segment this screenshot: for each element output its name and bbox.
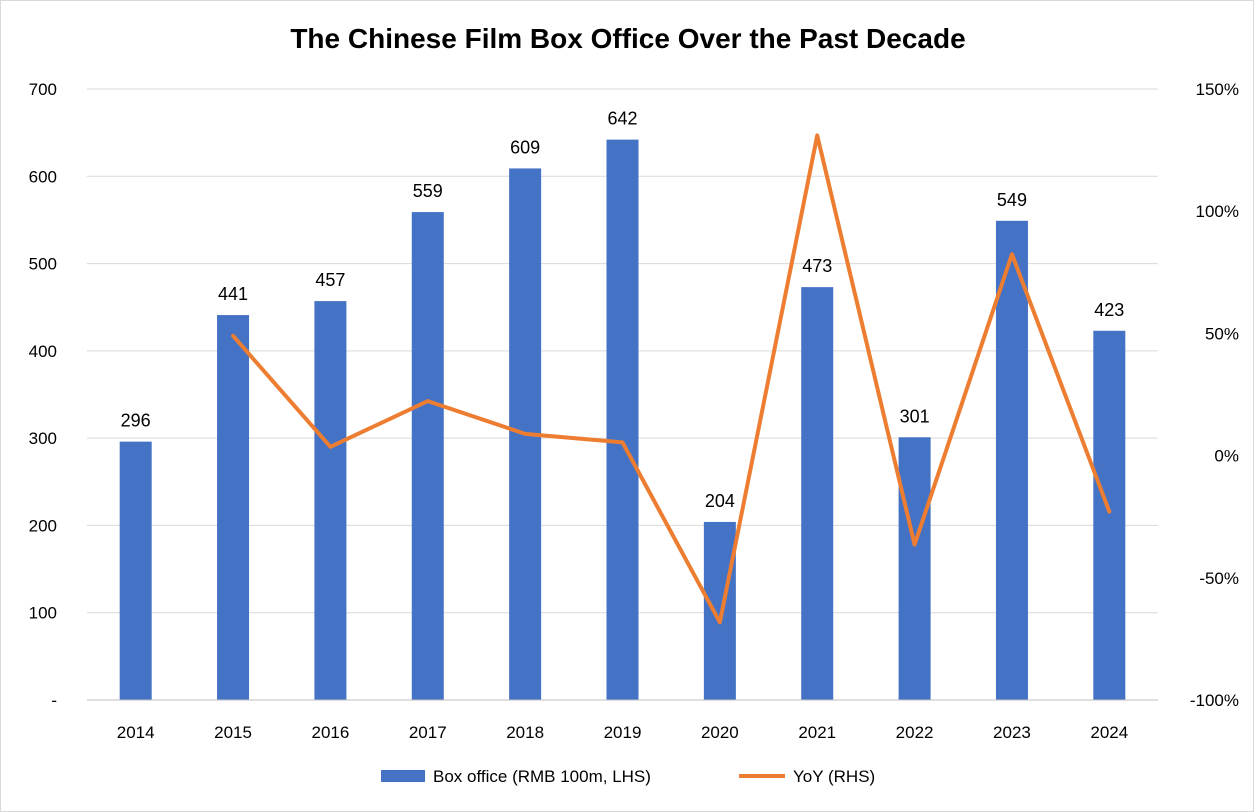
bar-series [119,139,1126,700]
bar-data-label: 559 [413,181,443,201]
x-tick-label: 2021 [798,723,836,742]
legend-label-box-office: Box office (RMB 100m, LHS) [433,767,651,786]
x-tick-label: 2015 [214,723,252,742]
bar-data-label: 301 [900,406,930,426]
right-tick-label: 100% [1196,202,1239,221]
bar [703,521,736,700]
bar [314,301,347,700]
right-tick-label: -100% [1190,691,1239,710]
left-tick-label: 400 [29,342,57,361]
x-tick-label: 2019 [604,723,642,742]
line-series [231,133,1112,625]
bar-data-label: 296 [121,411,151,431]
x-tick-label: 2023 [993,723,1031,742]
axes: - 100 200 300 400 500 600 700 -100% -50% 0% 50% 100%… [29,80,1239,742]
x-tick-label: 2018 [506,723,544,742]
left-tick-label: - [51,691,57,710]
yoy-line [231,133,1112,625]
legend: Box office (RMB 100m, LHS) YoY (RHS) [381,767,875,786]
left-tick-label: 200 [29,516,57,535]
right-tick-label: 0% [1214,447,1239,466]
x-tick-label: 2016 [311,723,349,742]
bar [411,212,444,700]
x-tick-label: 2024 [1090,723,1128,742]
bar-data-label: 642 [607,109,637,129]
bar-data-label: 473 [802,256,832,276]
x-tick-label: 2022 [896,723,934,742]
right-tick-label: 50% [1205,324,1239,343]
x-tick-label: 2014 [117,723,155,742]
right-tick-label: 150% [1196,80,1239,99]
bar [606,139,639,700]
x-tick-label: 2017 [409,723,447,742]
chart-title: The Chinese Film Box Office Over the Pas… [290,23,966,54]
left-tick-label: 500 [29,255,57,274]
bar [995,220,1028,700]
bar [217,315,250,700]
bar-data-label: 423 [1094,300,1124,320]
bar [119,441,152,700]
x-tick-label: 2020 [701,723,739,742]
bar [1093,330,1126,700]
left-tick-label: 300 [29,429,57,448]
bar-data-label: 457 [315,270,345,290]
left-tick-label: 600 [29,167,57,186]
bar [801,287,834,700]
legend-label-yoy: YoY (RHS) [793,767,875,786]
bar-data-label: 549 [997,190,1027,210]
left-tick-label: 100 [29,604,57,623]
bar [898,437,931,700]
bar-data-label: 441 [218,284,248,304]
bar-data-label: 609 [510,137,540,157]
right-tick-label: -50% [1199,569,1239,588]
data-labels: 296 441 457 559 609 642 204 473 301 549 423 [121,109,1125,511]
bar-data-label: 204 [705,491,735,511]
legend-swatch-box-office [381,770,425,782]
left-tick-label: 700 [29,80,57,99]
